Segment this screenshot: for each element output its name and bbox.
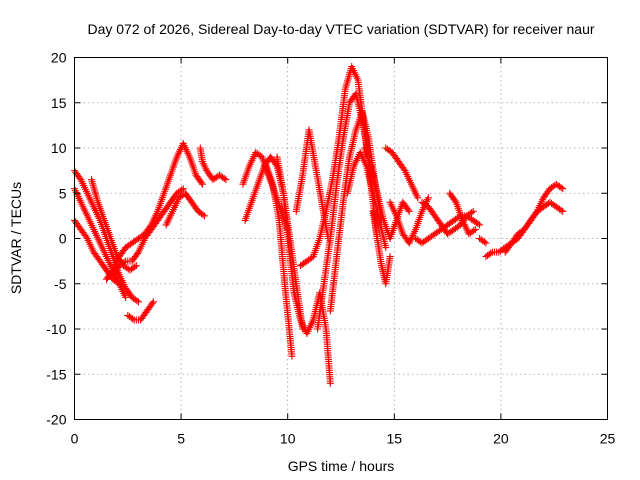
- series-track-1: [71, 167, 142, 306]
- grid-lines: [74, 57, 608, 420]
- y-axis-label: SDTVAR / TECUs: [8, 182, 24, 294]
- data-point-marker: [559, 185, 567, 193]
- x-axis-label: GPS time / hours: [288, 458, 395, 474]
- y-tick-label: 10: [51, 140, 67, 156]
- chart-title: Day 072 of 2026, Sidereal Day-to-day VTE…: [87, 21, 594, 37]
- interpolated-point-marker: [197, 179, 205, 187]
- y-tick-label: 15: [51, 95, 67, 111]
- data-point-marker: [405, 207, 413, 215]
- series-track-12: [262, 162, 296, 360]
- axis-ticks: [74, 57, 608, 420]
- series-track-28: [482, 180, 567, 261]
- interpolated-point-marker: [470, 227, 478, 235]
- tick-labels: 0 5 10 15 20 25 -20 -15 -10 -5 0 5 10 15 20: [46, 50, 615, 447]
- data-markers: [71, 63, 567, 387]
- series-track-27: [476, 235, 490, 247]
- y-tick-label: 0: [59, 231, 67, 247]
- interpolated-point-marker: [468, 208, 476, 216]
- y-tick-label: 20: [51, 50, 67, 66]
- x-tick-label: 15: [387, 431, 403, 447]
- series-track-21: [369, 207, 394, 288]
- series-track-6: [102, 139, 206, 283]
- interpolated-point-marker: [120, 258, 128, 266]
- x-tick-label: 20: [493, 431, 509, 447]
- interpolated-point-marker: [557, 184, 565, 192]
- data-point-marker: [414, 194, 422, 202]
- data-point-marker: [222, 176, 230, 184]
- series-track-7: [124, 298, 157, 324]
- data-point-marker: [198, 180, 206, 188]
- x-tick-label: 25: [600, 431, 616, 447]
- series-track-22: [386, 194, 432, 247]
- data-point-marker: [382, 244, 390, 252]
- data-point-marker: [424, 194, 432, 202]
- x-tick-label: 10: [280, 431, 296, 447]
- x-tick-label: 5: [177, 431, 185, 447]
- data-point-marker: [559, 207, 567, 215]
- interpolated-point-marker: [199, 211, 207, 219]
- series-track-9: [196, 144, 230, 184]
- interpolated-point-marker: [451, 197, 459, 205]
- data-point-marker: [115, 280, 123, 288]
- data-point-marker: [149, 298, 157, 306]
- interpolated-point-marker: [133, 297, 141, 305]
- series-track-23: [382, 144, 422, 202]
- data-point-marker: [132, 262, 140, 270]
- y-tick-label: -10: [46, 321, 66, 337]
- data-point-marker: [201, 212, 209, 220]
- y-tick-label: -20: [46, 412, 66, 428]
- interpolated-point-marker: [220, 175, 228, 183]
- x-tick-label: 0: [71, 431, 79, 447]
- data-point-marker: [288, 352, 296, 360]
- y-tick-label: 5: [59, 185, 67, 201]
- interpolated-point-marker: [148, 299, 156, 307]
- data-point-marker: [471, 225, 479, 233]
- data-point-marker: [134, 298, 142, 306]
- interpolated-point-marker: [404, 206, 412, 214]
- interpolated-point-marker: [487, 249, 495, 257]
- data-point-marker: [469, 207, 477, 215]
- y-tick-label: -15: [46, 366, 66, 382]
- data-point-marker: [122, 293, 130, 301]
- series-track-26: [446, 189, 479, 238]
- data-point-marker: [326, 379, 334, 387]
- interpolated-point-marker: [129, 315, 137, 323]
- interpolated-point-marker: [131, 263, 139, 271]
- interpolated-point-marker: [480, 238, 488, 246]
- interpolated-point-marker: [557, 206, 565, 214]
- y-tick-label: -5: [54, 276, 67, 292]
- interpolated-point-marker: [474, 220, 482, 228]
- data-point-marker: [482, 239, 490, 247]
- series-track-29: [501, 198, 567, 256]
- data-point-marker: [386, 253, 394, 261]
- series-track-5: [109, 185, 187, 279]
- data-point-marker: [476, 221, 484, 229]
- interpolated-point-marker: [114, 279, 122, 287]
- series-track-8: [162, 189, 209, 229]
- series-track-19: [343, 149, 390, 252]
